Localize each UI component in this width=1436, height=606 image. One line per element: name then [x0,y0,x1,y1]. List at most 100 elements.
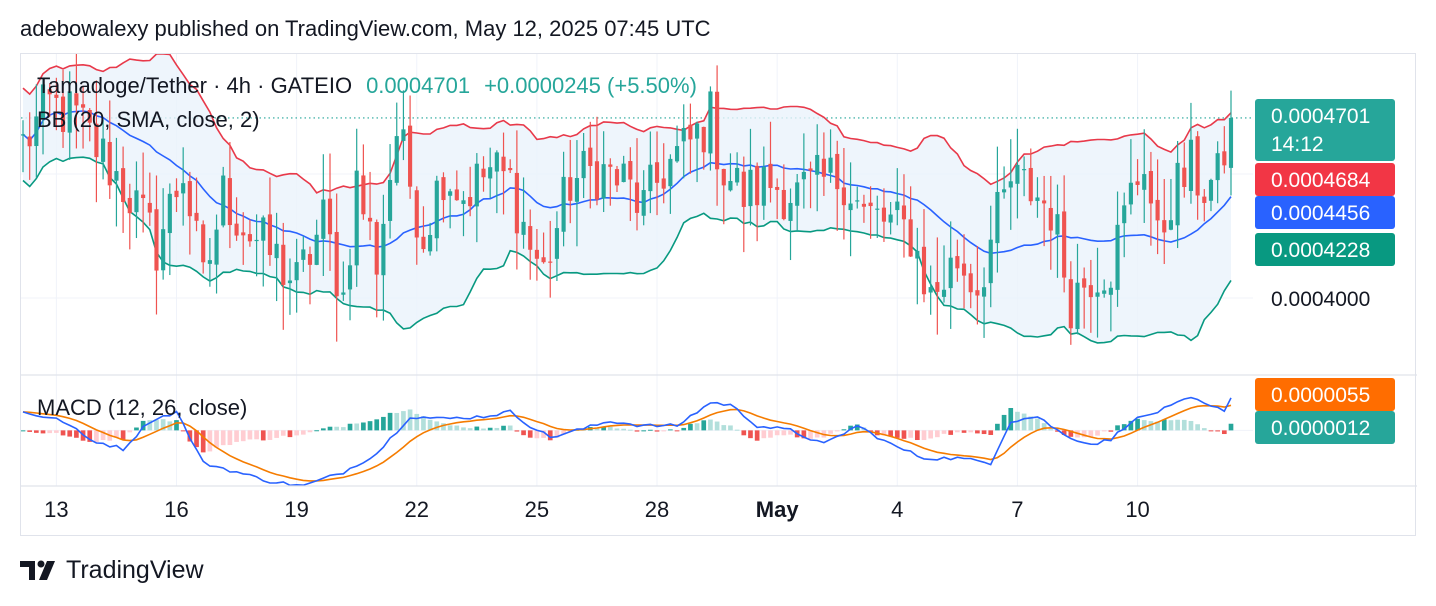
candle [654,131,660,216]
macd-histogram-bar [154,419,159,431]
macd-histogram-bar [1048,429,1054,431]
candle [187,171,192,255]
candle [40,78,46,155]
macd-histogram-bar [901,430,907,439]
candle [1028,148,1033,206]
candle [454,170,459,201]
macd-histogram-bar [441,423,446,431]
macd-histogram-bar [361,422,366,431]
candle [1175,140,1180,249]
candle [294,238,299,313]
candle [695,121,700,183]
candle [821,132,826,196]
candle [1075,243,1080,335]
macd-histogram-bar [214,430,219,448]
candle [1148,151,1153,246]
candle [1042,175,1047,247]
macd-histogram-bar [634,430,640,432]
macd-histogram-bar [40,430,46,434]
candle [314,219,319,266]
candle [948,221,953,329]
macd-histogram-bar [808,430,813,439]
candle [614,165,620,193]
candle [408,95,413,199]
macd-histogram-bar [134,427,139,431]
chart-canvas[interactable]: 13 16 19 22 25 28 May 4 7 10 0.0004000 0.0004701 14:… [21,54,1417,537]
candle [167,183,172,276]
candle [1222,126,1227,174]
axes: 13 16 19 22 25 28 May 4 7 10 0.0004000 0.0004701 14:… [21,99,1417,522]
macd-histogram-bar [681,427,687,431]
macd-histogram-bar [140,420,146,431]
candle [327,153,333,271]
candle [1228,90,1234,196]
candle [194,177,199,232]
candle [681,104,686,179]
macd-histogram-bar [1061,430,1067,435]
macd-histogram-bar [334,426,340,431]
candle [134,161,139,239]
candle [388,144,393,239]
macd-histogram-bar [287,430,293,438]
macd-histogram-bar [1141,420,1147,431]
macd-histogram-bar [247,430,253,440]
macd-histogram-bar [561,430,566,435]
macd-histogram-bar [554,430,560,438]
candle [968,263,973,309]
candle [888,201,893,235]
last-price-label: 0.0004701 [366,73,470,98]
price-change-label: +0.0000245 (+5.50%) [484,73,697,98]
macd-histogram-bar [1055,430,1060,432]
candle [1008,139,1013,230]
candle [781,164,786,221]
candle [267,177,273,266]
svg-text:0.0004701: 0.0004701 [1271,105,1370,128]
macd-histogram-bar [280,430,286,436]
macd-histogram-bar [981,430,987,435]
x-tick-label: 7 [1011,497,1023,522]
candle [901,174,907,258]
macd-histogram-bar [434,421,440,431]
candle [1002,166,1007,199]
macd-histogram-bar [788,430,793,435]
macd-histogram-bar [975,430,980,434]
footer-brand[interactable]: TradingView [20,556,204,585]
candle [701,126,706,170]
macd-histogram-bar [1228,423,1234,431]
candle [574,140,580,247]
macd-histogram-bar [1148,421,1154,431]
symbol-title: Tamadoge/Tether · 4h · GATEIO [37,73,352,98]
candle [508,159,513,174]
candle [1035,177,1040,218]
candle [501,132,506,215]
candle [775,178,780,220]
candle [301,236,306,272]
macd-histogram-bar [761,430,767,439]
chart-frame[interactable]: 13 16 19 22 25 28 May 4 7 10 0.0004000 0.0004701 14:… [20,53,1417,537]
macd-histogram-bar [421,416,426,431]
macd-histogram-bar [187,430,193,442]
candle [941,245,947,303]
candle [741,156,746,253]
y-tick-label: 0.0004000 [1271,288,1370,311]
macd-histogram-bar [1181,419,1187,431]
candle [514,130,519,270]
candle [428,222,433,256]
candle [815,124,820,212]
price-tag-bb-upper: 0.0004684 [1255,163,1395,196]
candle [721,168,726,225]
candle [915,227,920,305]
x-tick-label: 22 [405,497,429,522]
candle [1055,184,1060,278]
candle [1135,159,1140,196]
svg-text:0.0000012: 0.0000012 [1271,417,1370,440]
candle [634,138,640,231]
candle [768,121,773,203]
candle [928,265,933,315]
macd-histogram-bar [240,430,246,442]
candle [494,150,499,214]
candle [121,146,126,233]
candle [321,154,326,277]
macd-histogram-bar [1101,430,1107,432]
macd-histogram-bar [708,419,713,431]
